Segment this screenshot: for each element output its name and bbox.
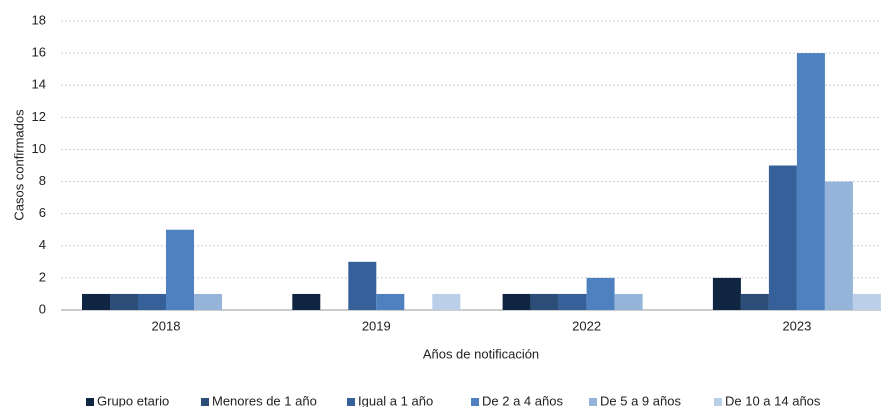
x-tick-label: 2023 <box>782 318 811 333</box>
bar <box>432 293 461 310</box>
bar <box>558 293 587 310</box>
bar <box>292 293 321 310</box>
legend-label: Menores de 1 año <box>212 393 317 407</box>
y-tick-label: 2 <box>39 269 46 284</box>
legend-swatch <box>589 398 597 406</box>
x-tick-label: 2019 <box>362 318 391 333</box>
y-tick-label: 4 <box>39 237 46 252</box>
bar <box>530 293 559 310</box>
bar <box>796 53 825 310</box>
bar <box>502 293 531 310</box>
legend-swatch <box>471 398 479 406</box>
x-tick-label: 2022 <box>572 318 601 333</box>
legend-label: De 2 a 4 años <box>482 393 563 407</box>
y-tick-label: 6 <box>39 205 46 220</box>
legend-swatch <box>86 398 94 406</box>
bar <box>852 293 881 310</box>
bar <box>166 229 194 310</box>
bar <box>614 293 643 310</box>
bar <box>82 293 110 310</box>
bar <box>138 293 166 310</box>
y-tick-label: 0 <box>39 301 46 316</box>
legend-label: Igual a 1 año <box>358 393 433 407</box>
legend-label: De 10 a 14 años <box>725 393 821 407</box>
y-tick-label: 10 <box>32 141 46 156</box>
bar <box>824 181 853 310</box>
y-tick-label: 18 <box>32 12 46 27</box>
bar <box>740 293 769 310</box>
x-tick-label: 2018 <box>152 318 181 333</box>
y-tick-label: 14 <box>32 77 46 92</box>
legend-label: De 5 a 9 años <box>600 393 681 407</box>
legend-swatch <box>714 398 722 406</box>
legend-label: Grupo etario <box>97 393 169 407</box>
legend-swatch <box>201 398 209 406</box>
y-tick-label: 16 <box>32 45 46 60</box>
y-tick-label: 8 <box>39 173 46 188</box>
bar <box>110 293 138 310</box>
bar <box>194 293 222 310</box>
y-tick-label: 12 <box>32 109 46 124</box>
x-axis-label: Años de notificación <box>423 346 539 361</box>
bar <box>712 277 741 310</box>
legend-swatch <box>347 398 355 406</box>
y-axis-label: Casos confirmados <box>11 109 26 221</box>
bar <box>768 165 797 310</box>
bar <box>586 277 615 310</box>
bar <box>348 261 377 310</box>
bar <box>376 293 405 310</box>
